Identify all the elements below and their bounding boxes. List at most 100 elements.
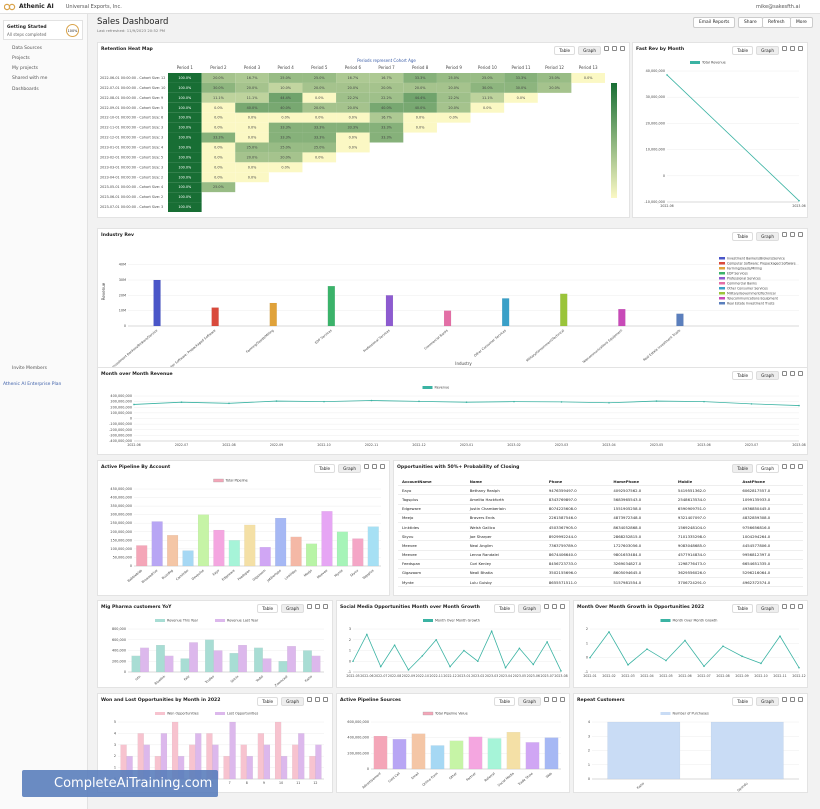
panel-icon[interactable]	[790, 46, 795, 51]
graph-button[interactable]: Graph	[756, 232, 779, 241]
share-button[interactable]: Share	[738, 17, 763, 28]
panel-icon[interactable]	[798, 46, 803, 51]
panel-icon[interactable]	[782, 697, 787, 702]
panel-icon[interactable]	[782, 371, 787, 376]
user-email[interactable]: mike@sakesfth.ai	[756, 3, 800, 10]
org-selector[interactable]: Universal Exports, Inc.	[65, 3, 122, 10]
panel-icon[interactable]	[790, 697, 795, 702]
nav-item[interactable]: Projects	[12, 56, 30, 61]
panel-icon[interactable]	[372, 464, 377, 469]
table-button[interactable]: Table	[494, 697, 516, 706]
panel-icon[interactable]	[782, 464, 787, 469]
graph-button[interactable]: Graph	[756, 371, 779, 380]
panel-icon[interactable]	[782, 604, 787, 609]
nav-item[interactable]: Shared with me	[12, 76, 48, 81]
x-tick-label: Other Consumer Services	[473, 328, 507, 357]
panel-icon[interactable]	[560, 697, 565, 702]
panel-icon[interactable]	[612, 46, 617, 51]
cell-label: 20.0%	[448, 86, 460, 90]
panel-title: Repeat Customers	[577, 698, 625, 703]
heatmap-cell	[403, 112, 437, 123]
nav-item[interactable]: Data Sources	[12, 46, 42, 51]
x-tick-label: 2022-09	[402, 674, 415, 678]
table-cell: Meejo	[398, 513, 466, 523]
cell-label: 0.0%	[349, 116, 358, 120]
panel-icon[interactable]	[560, 604, 565, 609]
cell-label: 20.0%	[280, 155, 292, 159]
table-button[interactable]: Table	[732, 464, 754, 473]
bar	[292, 744, 299, 780]
panel-icon[interactable]	[790, 232, 795, 237]
graph-button[interactable]: Graph	[518, 697, 541, 706]
panel-icon[interactable]	[315, 604, 320, 609]
graph-button[interactable]: Graph	[338, 464, 361, 473]
invite[interactable]: Invite Members	[12, 366, 47, 371]
y-tick-label: 400,000,000	[110, 496, 132, 500]
graph-button[interactable]: Graph	[578, 46, 601, 55]
table-button[interactable]: Table	[732, 604, 754, 613]
panel-icon[interactable]	[798, 464, 803, 469]
table-button[interactable]: Table	[732, 46, 754, 55]
heatmap-cell	[235, 162, 269, 173]
x-tick-label: Camimbo	[175, 568, 189, 581]
cohort-label: 2023-05-01 00:00:00 - Cohort Size: 4	[100, 185, 163, 189]
panel-icon[interactable]	[798, 232, 803, 237]
panel-icon[interactable]	[315, 697, 320, 702]
graph-button[interactable]: Graph	[756, 46, 779, 55]
cell-label: 25.0%	[482, 76, 494, 80]
panel-icon[interactable]	[604, 46, 609, 51]
cell-label: 40.0%	[381, 106, 393, 110]
panel-icon[interactable]	[790, 371, 795, 376]
panel-icon[interactable]	[307, 697, 312, 702]
nav-item[interactable]: My projects	[12, 66, 38, 71]
graph-button[interactable]: Graph	[281, 604, 304, 613]
graph-button[interactable]: Graph	[518, 604, 541, 613]
more-button[interactable]: More	[790, 17, 813, 28]
point	[504, 666, 507, 669]
panel-icon[interactable]	[790, 604, 795, 609]
table-button[interactable]: Table	[732, 232, 754, 241]
panel-icon[interactable]	[790, 464, 795, 469]
refresh-button[interactable]: Refresh	[762, 17, 791, 28]
y-tick-label: 400,000,000	[110, 394, 132, 398]
table-button[interactable]: Table	[732, 697, 754, 706]
table-button[interactable]: Table	[314, 464, 336, 473]
table-button[interactable]: Table	[494, 604, 516, 613]
email-button[interactable]: Email Reports	[693, 17, 736, 28]
table-button[interactable]: Table	[257, 604, 279, 613]
panel-icon[interactable]	[552, 697, 557, 702]
panel-icon[interactable]	[364, 464, 369, 469]
panel-icon[interactable]	[323, 604, 328, 609]
heatmap-cell	[168, 73, 202, 83]
panel-icon[interactable]	[552, 604, 557, 609]
graph-button[interactable]: Graph	[756, 697, 779, 706]
cell-label: 33.3%	[280, 136, 292, 140]
table-button[interactable]: Table	[732, 371, 754, 380]
panel-icon[interactable]	[620, 46, 625, 51]
plan[interactable]: Athenic AI Enterprise Plan	[3, 382, 62, 387]
table-button[interactable]: Table	[257, 697, 279, 706]
panel-icon[interactable]	[798, 604, 803, 609]
nav-item[interactable]: Dashboards	[12, 87, 39, 92]
panel-icon[interactable]	[782, 232, 787, 237]
y-tick-label: 40,000,000	[646, 69, 665, 73]
y-tick-label: 2	[349, 638, 351, 642]
panel-icon[interactable]	[798, 371, 803, 376]
table-cell: Tagsplus	[398, 494, 466, 505]
panel-icon[interactable]	[782, 46, 787, 51]
x-tick-label: Real Estate Investment Trusts	[642, 328, 681, 362]
graph-button[interactable]: Graph	[281, 697, 304, 706]
panel-icon[interactable]	[544, 604, 549, 609]
cell-label: 0.0%	[214, 106, 223, 110]
graph-button[interactable]: Graph	[756, 464, 779, 473]
heatmap-cell	[235, 102, 269, 113]
panel-icon[interactable]	[307, 604, 312, 609]
graph-button[interactable]: Graph	[756, 604, 779, 613]
table-button[interactable]: Table	[554, 46, 576, 55]
panel-icon[interactable]	[544, 697, 549, 702]
getting-started[interactable]: Getting Started All steps completed 100%	[3, 20, 83, 40]
panel-icon[interactable]	[380, 464, 385, 469]
bar	[136, 545, 148, 567]
panel-icon[interactable]	[798, 697, 803, 702]
panel-icon[interactable]	[323, 697, 328, 702]
